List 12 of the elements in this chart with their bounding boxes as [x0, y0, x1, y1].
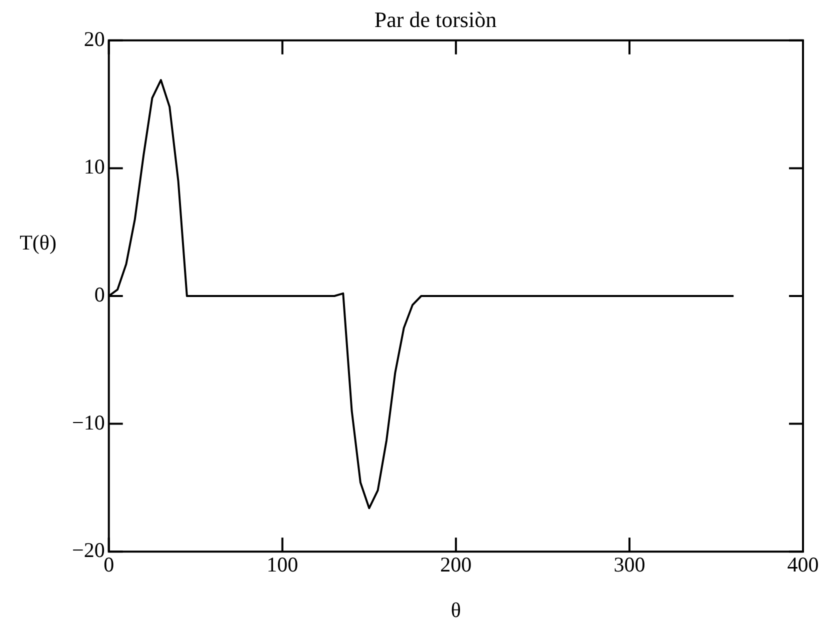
x-tick-label: 400 [787, 552, 819, 577]
x-axis-title: θ [450, 598, 461, 622]
x-tick-label: 100 [266, 552, 298, 577]
chart-title: Par de torsiòn [374, 6, 497, 32]
y-tick-label: −10 [72, 410, 105, 434]
x-tick-label: 200 [440, 552, 472, 577]
x-tick-label: 300 [614, 552, 646, 577]
y-tick-label: 0 [94, 282, 105, 307]
y-tick-label: −20 [72, 538, 105, 562]
y-tick-label: 10 [84, 154, 105, 179]
y-tick-label: 20 [84, 26, 105, 51]
y-axis-title: T(θ) [20, 230, 56, 255]
